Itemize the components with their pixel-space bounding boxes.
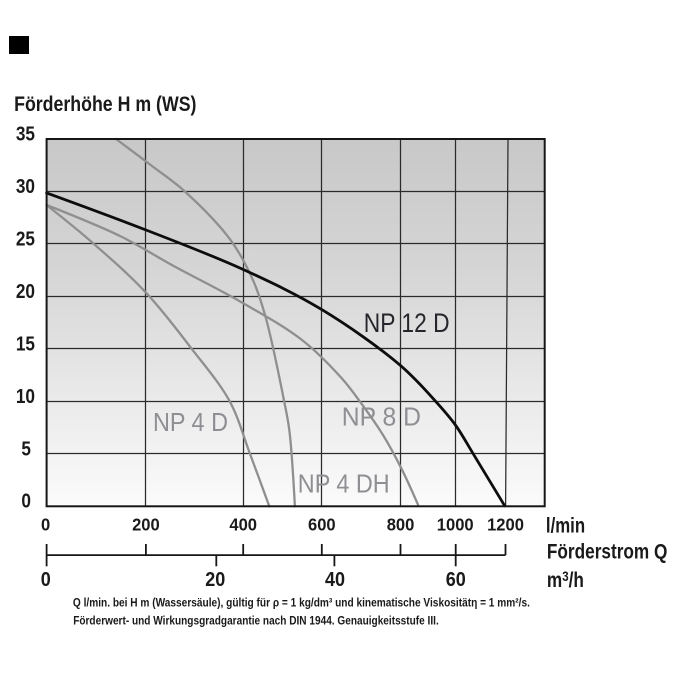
svg-text:1200: 1200 (487, 514, 524, 535)
svg-text:l/min: l/min (546, 515, 585, 538)
svg-text:0: 0 (21, 490, 31, 513)
svg-text:1000: 1000 (437, 514, 474, 535)
svg-text:30: 30 (16, 176, 35, 199)
svg-text:40: 40 (325, 569, 345, 591)
svg-text:20: 20 (205, 569, 225, 591)
svg-text:20: 20 (16, 281, 35, 304)
svg-text:0: 0 (41, 514, 50, 535)
svg-text:NP 4 D: NP 4 D (153, 409, 228, 437)
svg-text:NP 8 D: NP 8 D (342, 403, 421, 432)
svg-text:NP 12 D: NP 12 D (364, 308, 450, 338)
svg-text:15: 15 (16, 333, 35, 356)
svg-text:10: 10 (16, 386, 35, 409)
svg-text:400: 400 (229, 514, 257, 535)
svg-text:200: 200 (132, 514, 160, 535)
svg-text:Förderwert- und Wirkungsgradga: Förderwert- und Wirkungsgradgarantie nac… (73, 615, 439, 628)
svg-text:60: 60 (446, 569, 466, 591)
svg-text:Förderstrom Q: Förderstrom Q (547, 541, 668, 564)
svg-text:35: 35 (16, 123, 35, 146)
svg-text:5: 5 (21, 438, 31, 461)
svg-text:0: 0 (41, 569, 51, 591)
svg-text:600: 600 (308, 514, 336, 535)
svg-text:25: 25 (16, 228, 35, 251)
svg-text:800: 800 (387, 514, 415, 535)
svg-text:Q l/min. bei H m (Wassersäule): Q l/min. bei H m (Wassersäule), gültig f… (73, 597, 530, 610)
svg-text:NP 4 DH: NP 4 DH (298, 470, 390, 498)
svg-text:m3/h: m3/h (547, 568, 584, 593)
svg-text:Förderhöhe H m (WS): Förderhöhe H m (WS) (14, 93, 196, 117)
